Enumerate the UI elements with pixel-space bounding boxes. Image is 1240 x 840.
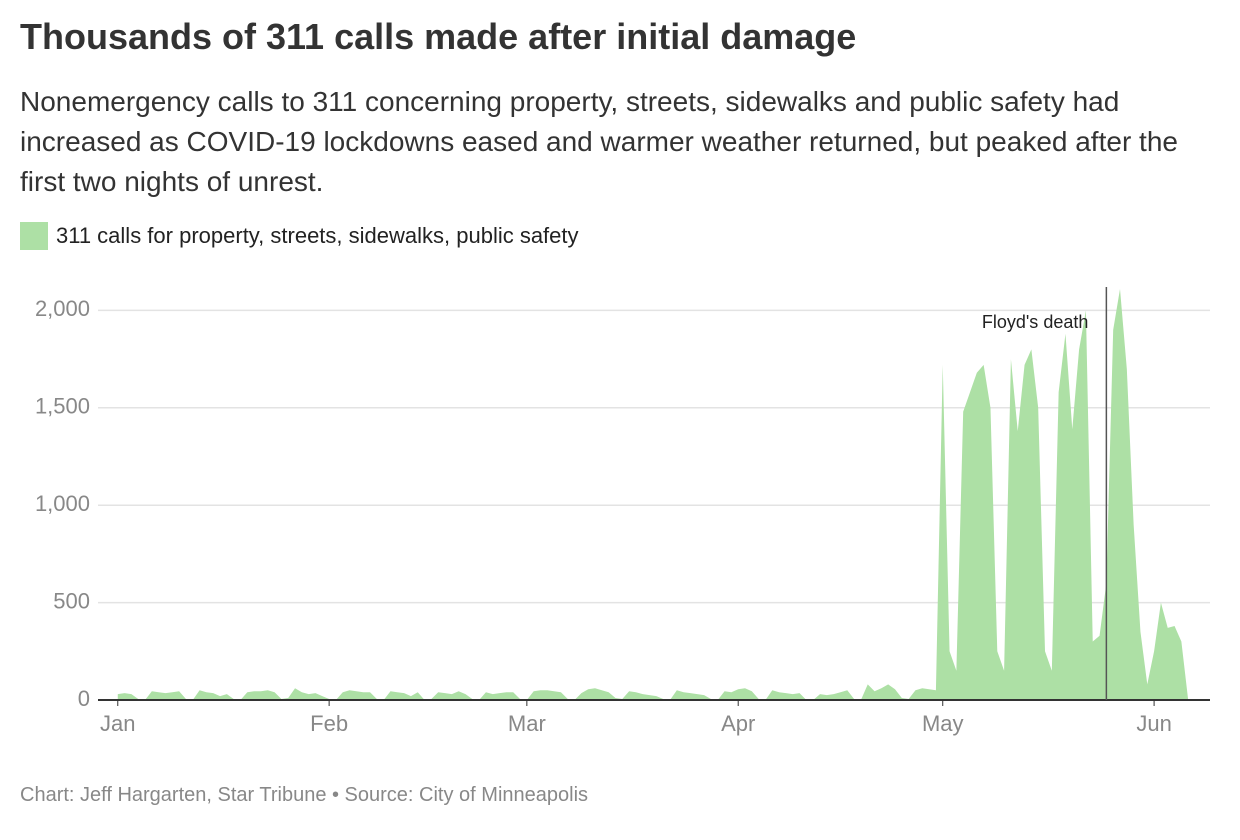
y-tick-label: 0 [78, 686, 90, 711]
chart-title: Thousands of 311 calls made after initia… [20, 16, 857, 57]
x-tick-label: May [922, 711, 964, 736]
chart: 0 500 1,000 1,500 2,000 Jan Feb Mar Apr May Jun Flo… [35, 287, 1210, 736]
source: Chart: Jeff Hargarten, Star Tribune • So… [20, 784, 589, 806]
x-tick-label: Apr [721, 711, 755, 736]
legend: 311 calls for property, streets, sidewal… [20, 222, 579, 250]
x-tick-label: Feb [310, 711, 348, 736]
y-tick-label: 1,000 [35, 491, 90, 516]
x-tick-label: Jan [100, 711, 135, 736]
x-tick-label: Mar [508, 711, 546, 736]
y-tick-label: 2,000 [35, 296, 90, 321]
x-tick-label: Jun [1136, 711, 1171, 736]
y-tick-label: 500 [53, 588, 90, 613]
legend-label: 311 calls for property, streets, sidewal… [56, 223, 579, 248]
area [117, 288, 1189, 700]
annotation-label: Floyd's death [982, 312, 1089, 332]
y-tick-label: 1,500 [35, 394, 90, 419]
legend-swatch [20, 222, 48, 250]
chart-subtitle: Nonemergency calls to 311 concerning pro… [20, 86, 1178, 197]
